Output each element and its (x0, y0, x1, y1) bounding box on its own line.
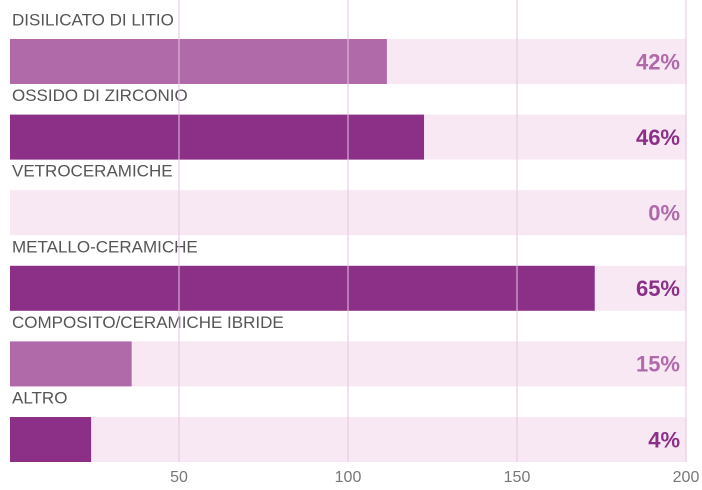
bar (10, 265, 595, 311)
category-label: OSSIDO DI ZIRCONIO (12, 86, 188, 105)
value-label: 65% (636, 276, 680, 301)
category-label: METALLO-CERAMICHE (12, 237, 198, 256)
x-tick-label: 200 (673, 469, 700, 486)
x-tick-label: 50 (170, 469, 188, 486)
bar (10, 417, 92, 462)
value-label: 42% (636, 49, 680, 74)
x-tick-label: 150 (504, 469, 531, 486)
value-label: 15% (636, 352, 680, 377)
value-label: 4% (648, 427, 680, 452)
bar (10, 114, 425, 160)
x-tick-label: 100 (335, 469, 362, 486)
bar (10, 341, 132, 387)
value-label: 46% (636, 125, 680, 150)
category-label: COMPOSITO/CERAMICHE IBRIDE (12, 313, 284, 332)
bar (10, 39, 387, 84)
category-label: DISILICATO DI LITIO (12, 10, 174, 29)
category-label: ALTRO (12, 388, 67, 407)
value-label: 0% (648, 201, 680, 226)
category-label: VETROCERAMICHE (12, 162, 173, 181)
